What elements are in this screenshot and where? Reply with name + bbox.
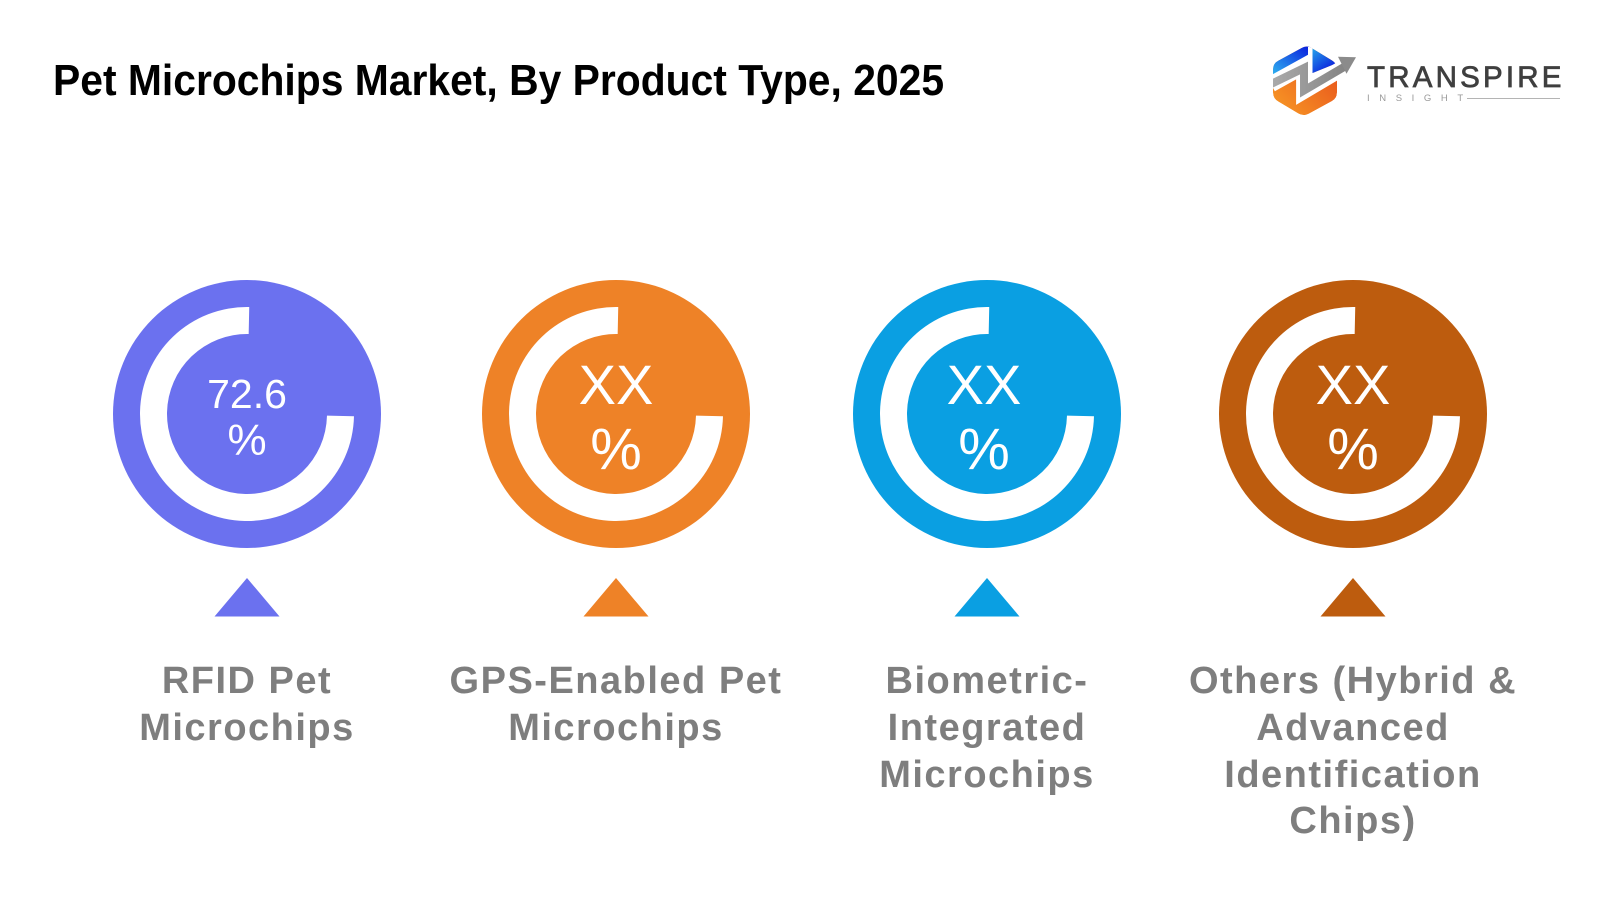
svg-text:%: % [590,417,642,482]
svg-text:%: % [958,417,1010,482]
svg-text:XX: XX [1316,353,1391,416]
svg-text:%: % [227,416,266,465]
svg-text:XX: XX [579,353,654,416]
svg-text:XX: XX [947,353,1022,416]
svg-text:72.6: 72.6 [207,371,287,417]
svg-text:%: % [1327,417,1379,482]
